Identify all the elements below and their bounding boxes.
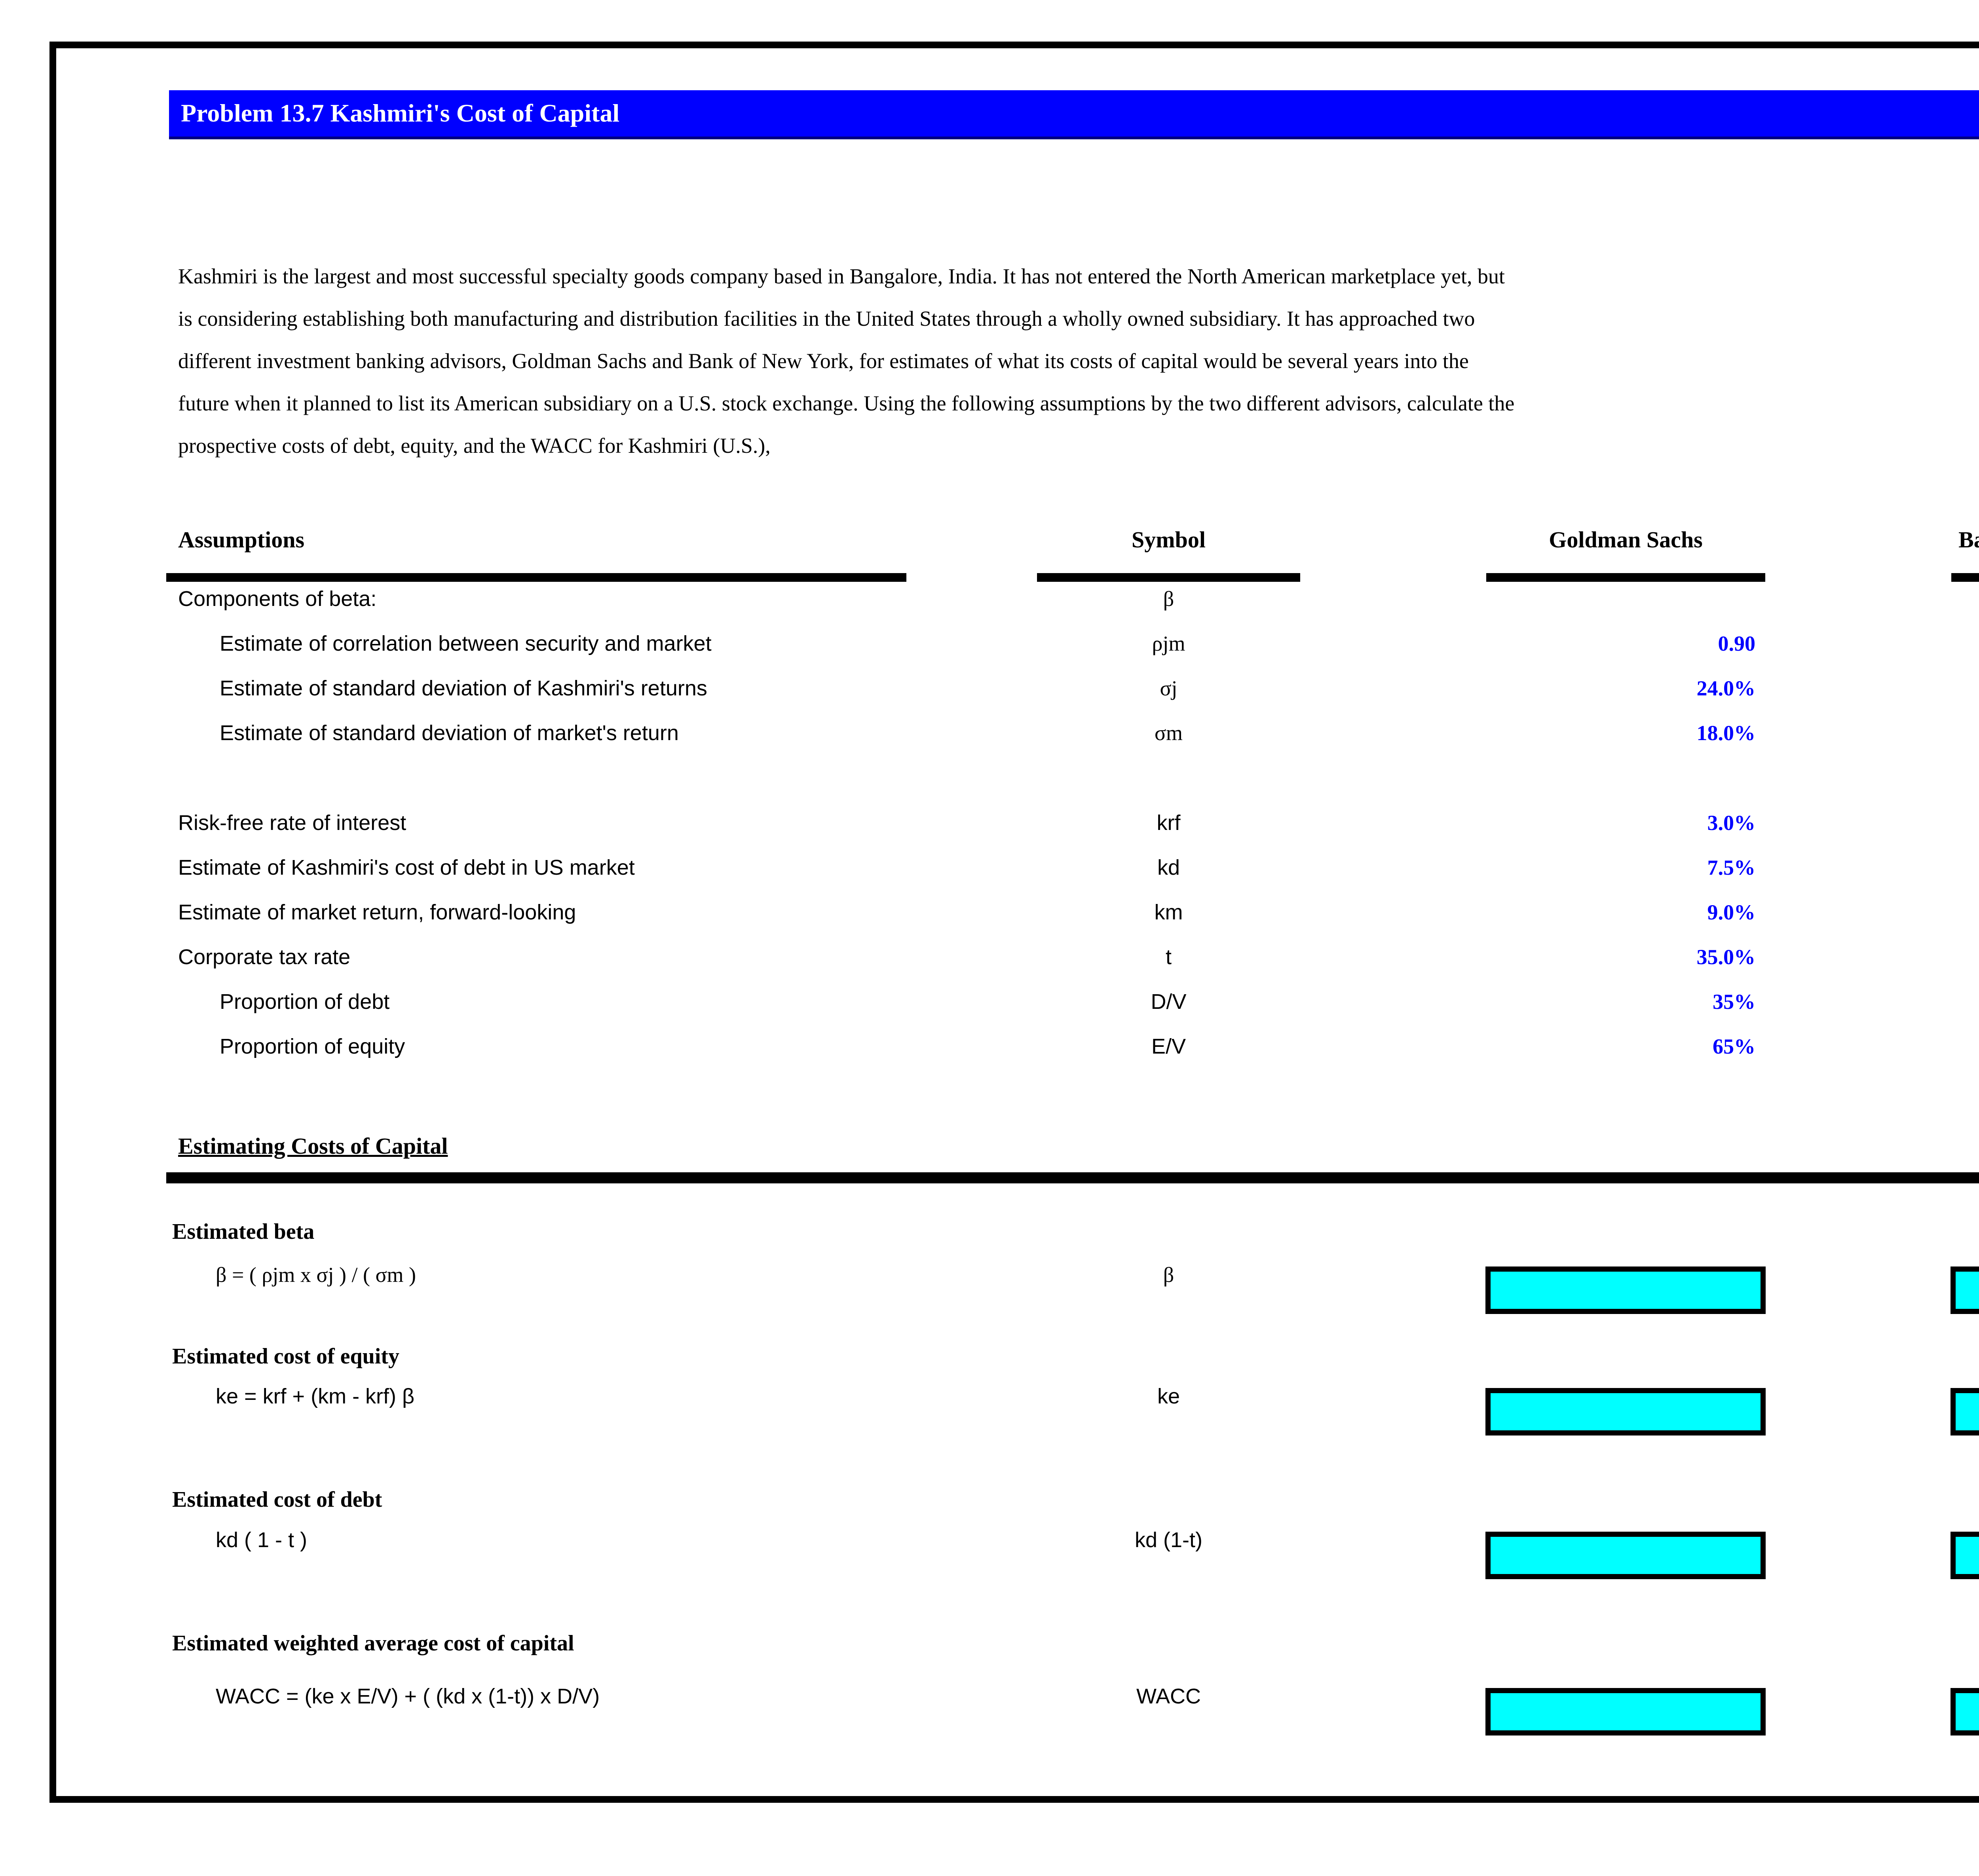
table-row: Estimate of correlation between security…	[178, 631, 1979, 665]
table-row: Estimate of Kashmiri's cost of debt in U…	[178, 855, 1979, 889]
symbol-cell: kd	[1157, 856, 1180, 879]
bony-value: 30.0%	[1801, 676, 1979, 701]
estimate-input-bony-cost-of-equity[interactable]	[1951, 1388, 1979, 1435]
goldman-value: 35.0%	[1696, 945, 1756, 969]
block-formula-wacc: WACC = (ke x E/V) + ( (kd x (1-t)) x D/V…	[216, 1684, 600, 1708]
block-heading-beta: Estimated beta	[172, 1219, 315, 1244]
estimate-input-bony-beta[interactable]	[1951, 1266, 1979, 1314]
page-border	[49, 42, 1979, 1803]
table-row: Corporate tax rate t 35.0% 35.0%	[178, 945, 1979, 978]
estimate-input-goldman-cost-of-equity[interactable]	[1485, 1388, 1766, 1435]
assumption-label: Risk-free rate of interest	[178, 811, 406, 835]
assumption-label: Estimate of standard deviation of Kashmi…	[220, 676, 707, 700]
symbol-cell: D/V	[1151, 990, 1187, 1014]
block-heading-cost-of-debt: Estimated cost of debt	[172, 1487, 382, 1512]
section-rule	[166, 1172, 1979, 1183]
block-symbol-cost-of-debt: kd (1-t)	[1134, 1528, 1203, 1552]
column-header-symbol: Symbol	[1132, 527, 1206, 553]
column-header-bank-of-new-york: Bank of New York	[1958, 527, 1979, 553]
block-formula-cost-of-debt: kd ( 1 - t )	[216, 1528, 308, 1552]
bony-value: 35.0%	[1801, 945, 1979, 969]
assumption-label: Proportion of debt	[220, 990, 390, 1014]
symbol-cell: σm	[1154, 721, 1183, 745]
block-symbol-wacc: WACC	[1136, 1684, 1201, 1708]
assumption-label: Estimate of market return, forward-looki…	[178, 900, 576, 924]
assumption-label: Proportion of equity	[220, 1035, 405, 1058]
estimate-input-goldman-cost-of-debt[interactable]	[1485, 1532, 1766, 1579]
table-row: Estimate of standard deviation of Kashmi…	[178, 676, 1979, 709]
table-row: Estimate of market return, forward-looki…	[178, 900, 1979, 933]
bony-value: 3.0%	[1801, 811, 1979, 835]
bony-value: 40%	[1801, 989, 1979, 1014]
column-header-assumptions: Assumptions	[178, 527, 305, 553]
header-rule-assumptions	[166, 573, 906, 582]
assumption-label: Estimate of Kashmiri's cost of debt in U…	[178, 856, 635, 879]
title-bar: Problem 13.7 Kashmiri's Cost of Capital	[169, 90, 1979, 139]
header-rule-goldman-sachs	[1486, 573, 1765, 582]
assumption-label: Estimate of standard deviation of market…	[220, 721, 679, 745]
goldman-value: 24.0%	[1696, 676, 1756, 700]
bony-value: 7.8%	[1801, 855, 1979, 880]
page-title: Problem 13.7 Kashmiri's Cost of Capital	[181, 99, 620, 127]
symbol-cell: ρjm	[1152, 632, 1185, 655]
header-rule-symbol	[1037, 573, 1300, 582]
goldman-value: 18.0%	[1696, 721, 1756, 745]
block-symbol-cost-of-equity: ke	[1157, 1384, 1180, 1408]
header-rule-bank-of-new-york	[1951, 573, 1979, 582]
assumption-label: Estimate of correlation between security…	[220, 632, 712, 655]
goldman-value: 7.5%	[1707, 856, 1756, 879]
goldman-value: 65%	[1713, 1035, 1755, 1058]
table-row: Risk-free rate of interest krf 3.0% 3.0%	[178, 811, 1979, 844]
assumption-label: Components of beta:	[178, 587, 377, 611]
section-title: Estimating Costs of Capital	[178, 1133, 448, 1159]
symbol-cell: km	[1154, 900, 1183, 924]
block-formula-beta: β = ( ρjm x σj ) / ( σm )	[216, 1263, 416, 1287]
goldman-value: 35%	[1713, 990, 1755, 1014]
table-row: Components of beta: β	[178, 587, 1979, 620]
block-heading-cost-of-equity: Estimated cost of equity	[172, 1344, 399, 1369]
symbol-cell: β	[1163, 587, 1174, 611]
estimate-input-bony-wacc[interactable]	[1951, 1688, 1979, 1735]
column-header-goldman-sachs: Goldman Sachs	[1549, 527, 1703, 553]
intro-paragraph: Kashmiri is the largest and most success…	[178, 264, 1515, 458]
block-formula-cost-of-equity: ke = krf + (km - krf) β	[216, 1384, 415, 1408]
table-row: Proportion of equity E/V 65% 60%	[178, 1034, 1979, 1067]
estimate-input-goldman-wacc[interactable]	[1485, 1688, 1766, 1735]
symbol-cell: σj	[1160, 676, 1178, 700]
table-row: Proportion of debt D/V 35% 40%	[178, 989, 1979, 1023]
bony-value: 12.0%	[1801, 900, 1979, 925]
table-row: Estimate of standard deviation of market…	[178, 721, 1979, 754]
goldman-value: 3.0%	[1707, 811, 1756, 835]
bony-value: 60%	[1801, 1034, 1979, 1059]
assumption-label: Corporate tax rate	[178, 945, 351, 969]
estimate-input-goldman-beta[interactable]	[1485, 1266, 1766, 1314]
estimate-input-bony-cost-of-debt[interactable]	[1951, 1532, 1979, 1579]
bony-value: 22.0%	[1801, 721, 1979, 745]
block-heading-wacc: Estimated weighted average cost of capit…	[172, 1631, 574, 1656]
goldman-value: 9.0%	[1707, 900, 1756, 924]
bony-value: 0.85	[1801, 631, 1979, 656]
symbol-cell: E/V	[1151, 1035, 1186, 1058]
symbol-cell: krf	[1157, 811, 1181, 835]
block-symbol-beta: β	[1163, 1263, 1174, 1287]
goldman-value: 0.90	[1718, 632, 1756, 655]
symbol-cell: t	[1165, 945, 1172, 969]
